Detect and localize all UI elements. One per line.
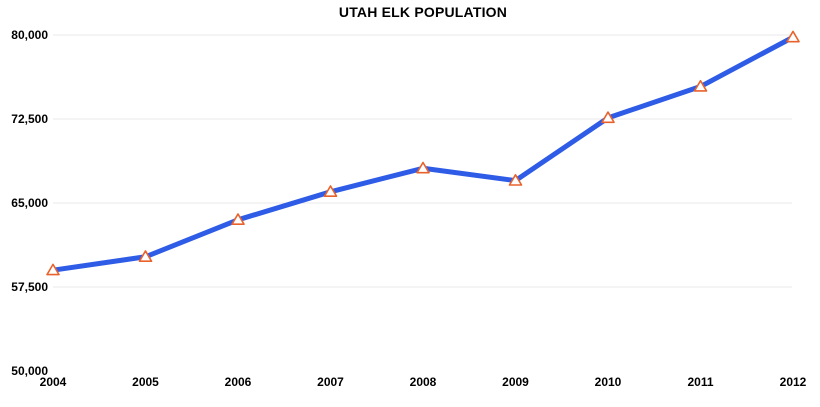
y-axis-tick-label: 57,500 [11,280,48,294]
data-point-marker [323,185,338,197]
data-point-marker [416,161,430,174]
data-point-marker [693,79,708,92]
y-axis-tick-label: 50,000 [11,364,48,378]
x-axis-tick-label: 2010 [595,375,622,389]
x-axis-tick-label: 2012 [780,375,807,389]
x-axis-tick-label: 2008 [410,375,437,389]
x-axis-tick-label: 2011 [687,375,713,389]
y-axis-tick-label: 72,500 [11,112,48,126]
x-axis-tick-label: 2006 [225,375,252,389]
population-line-series [50,34,796,273]
data-point-marker [231,213,245,225]
data-point-marker [508,174,523,186]
chart-title: UTAH ELK POPULATION [338,4,508,20]
y-axis-tick-label: 80,000 [11,28,48,42]
x-axis-tick-label: 2007 [317,375,344,389]
x-axis-tick-label: 2009 [502,375,529,389]
data-point-marker [601,111,615,124]
x-axis-tick-label: 2005 [132,375,159,389]
y-axis-tick-label: 65,000 [11,196,48,210]
x-axis-tick-label: 2004 [40,375,67,389]
data-point-marker [138,250,153,262]
data-point-marker [786,30,800,43]
data-point-marker [46,263,60,276]
